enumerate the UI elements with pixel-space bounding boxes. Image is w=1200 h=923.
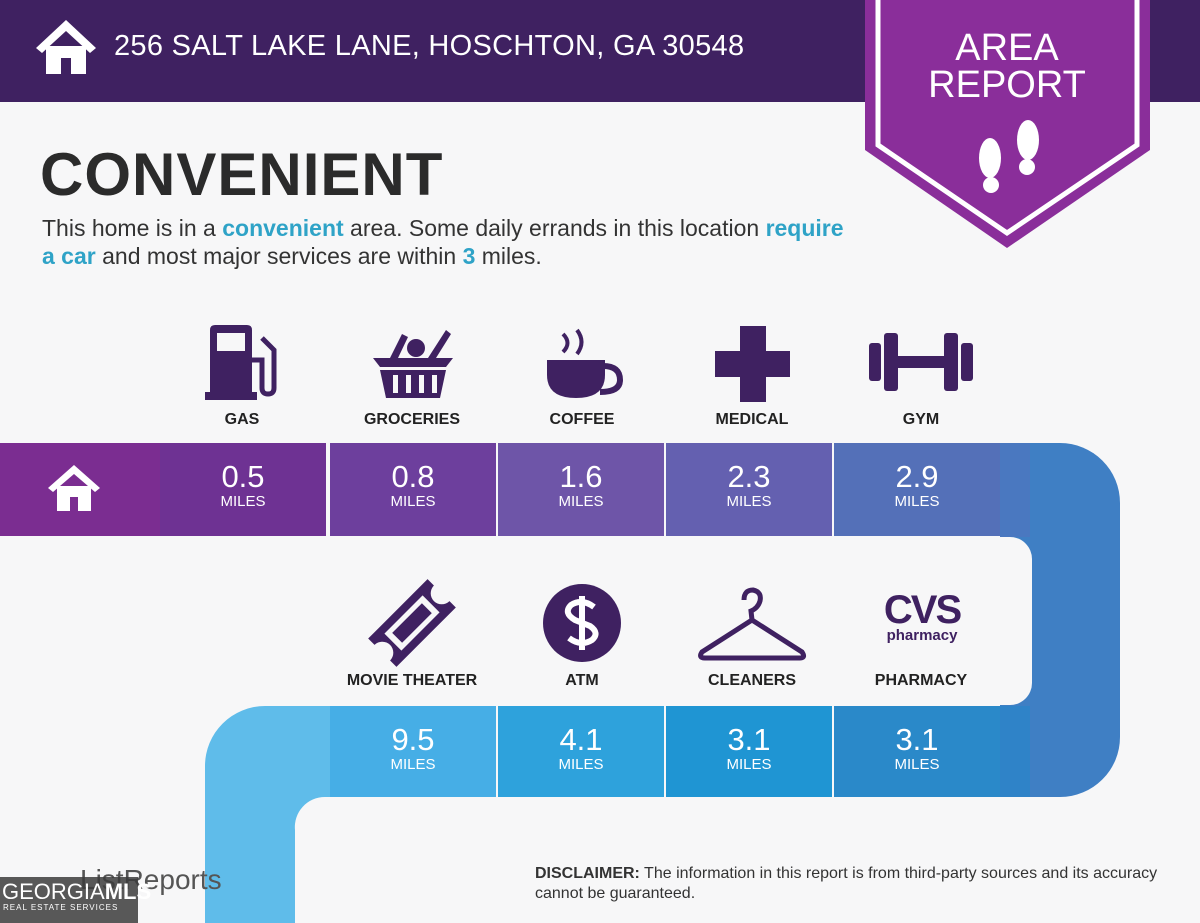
distance-cell: 3.1 MILES: [834, 706, 1000, 797]
distance: 4.1: [559, 722, 603, 757]
badge-line: AREA: [955, 27, 1059, 69]
address: 256 SALT LAKE LANE, HOSCHTON, GA 30548: [114, 30, 745, 62]
home-cell-icon: [48, 465, 100, 511]
footprints-icon: [979, 120, 1039, 193]
watermark-right: MLS: [104, 879, 152, 904]
heading: CONVENIENT: [40, 141, 444, 208]
badge-line: REPORT: [928, 64, 1086, 106]
watermark: GEORGIAMLS REAL ESTATE SERVICES: [0, 877, 151, 923]
distance: 0.8: [391, 459, 435, 494]
summary: This home is in a convenient area. Some …: [42, 214, 862, 270]
disclaimer: DISCLAIMER: The information in this repo…: [535, 864, 1175, 904]
highlight-text: require a car: [42, 215, 850, 269]
distance-cell: 0.5 MILES: [160, 443, 326, 536]
route-band: [1000, 706, 1030, 797]
service-label: COFFEE: [549, 411, 615, 428]
service-label: PHARMACY: [874, 672, 968, 689]
distance: 3.1: [895, 722, 939, 757]
cvs-sub: pharmacy: [886, 627, 958, 644]
watermark-left: GEORGIA: [2, 879, 105, 904]
service-icons: [205, 325, 973, 667]
distance: 2.3: [727, 459, 771, 494]
cvs-logo: CVS pharmacy: [876, 588, 968, 644]
distance-unit: MILES: [726, 493, 772, 510]
distance-cell: 3.1 MILES: [666, 706, 832, 797]
distance-unit: MILES: [558, 493, 604, 510]
distance-unit: MILES: [894, 756, 940, 773]
highlight-text: 3: [462, 243, 476, 269]
service-label: MEDICAL: [715, 411, 789, 428]
service-label: ATM: [565, 672, 599, 689]
distance: 3.1: [727, 722, 771, 757]
service-label: GYM: [902, 411, 940, 428]
summary-text: area. Some daily errands in this locatio…: [343, 215, 766, 241]
badge-border: [875, 0, 1140, 237]
cvs-brand: CVS: [883, 588, 962, 632]
disclaimer-label: DISCLAIMER:: [535, 865, 640, 882]
house-icon: [36, 20, 96, 74]
highlight-text: convenient: [222, 215, 344, 241]
distance-unit: MILES: [894, 493, 940, 510]
distance-unit: MILES: [220, 493, 266, 510]
distance-unit: MILES: [390, 493, 436, 510]
summary-text: This home is in a: [42, 215, 223, 241]
route-band: [1000, 443, 1030, 537]
distance: 2.9: [895, 459, 939, 494]
route-band: [205, 706, 330, 923]
watermark-main: GEORGIAMLS: [0, 877, 151, 904]
distance-unit: MILES: [558, 756, 604, 773]
service-label: GROCERIES: [363, 411, 460, 428]
distance-cell: 1.6 MILES: [498, 443, 664, 536]
distance: 1.6: [559, 459, 603, 494]
distance-cell: 4.1 MILES: [498, 706, 664, 797]
summary-text: and most major services are within: [95, 243, 463, 269]
service-label: MOVIE THEATER: [346, 672, 478, 689]
distance-cell: 0.8 MILES: [330, 443, 496, 536]
service-label: CLEANERS: [707, 672, 796, 689]
badge-text: AREA REPORT: [880, 27, 1134, 106]
distance-cell: 9.5 MILES: [330, 706, 496, 797]
card: [0, 537, 1032, 705]
distance-unit: MILES: [726, 756, 772, 773]
disclaimer-text: The information in this report is from t…: [535, 865, 1158, 902]
watermark-sub: REAL ESTATE SERVICES: [3, 903, 119, 912]
distance: 9.5: [391, 722, 435, 757]
distance-unit: MILES: [390, 756, 436, 773]
distance-cell: 2.9 MILES: [834, 443, 1000, 536]
summary-text: miles.: [475, 243, 542, 269]
distance-cell: 2.3 MILES: [666, 443, 832, 536]
distance: 0.5: [221, 459, 265, 494]
service-label: GAS: [224, 411, 260, 428]
